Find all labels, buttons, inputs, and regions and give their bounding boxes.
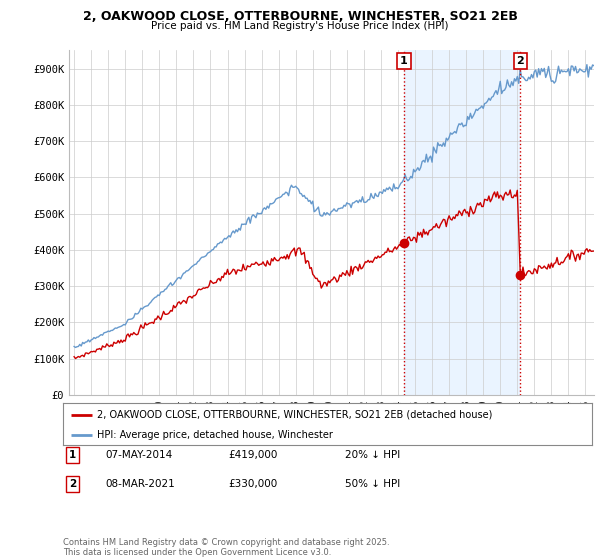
Text: Contains HM Land Registry data © Crown copyright and database right 2025.
This d: Contains HM Land Registry data © Crown c… <box>63 538 389 557</box>
Text: 2, OAKWOOD CLOSE, OTTERBOURNE, WINCHESTER, SO21 2EB: 2, OAKWOOD CLOSE, OTTERBOURNE, WINCHESTE… <box>83 10 517 23</box>
Text: 1: 1 <box>400 56 408 66</box>
Text: 2: 2 <box>517 56 524 66</box>
Text: 20% ↓ HPI: 20% ↓ HPI <box>345 450 400 460</box>
Text: 08-MAR-2021: 08-MAR-2021 <box>105 479 175 489</box>
Text: 07-MAY-2014: 07-MAY-2014 <box>105 450 172 460</box>
Text: £419,000: £419,000 <box>228 450 277 460</box>
Text: 2: 2 <box>69 479 76 489</box>
Text: £330,000: £330,000 <box>228 479 277 489</box>
Text: 1: 1 <box>69 450 76 460</box>
Bar <box>404 50 520 395</box>
Text: HPI: Average price, detached house, Winchester: HPI: Average price, detached house, Winc… <box>97 430 333 440</box>
Text: 50% ↓ HPI: 50% ↓ HPI <box>345 479 400 489</box>
Text: 2, OAKWOOD CLOSE, OTTERBOURNE, WINCHESTER, SO21 2EB (detached house): 2, OAKWOOD CLOSE, OTTERBOURNE, WINCHESTE… <box>97 410 493 420</box>
Text: Price paid vs. HM Land Registry's House Price Index (HPI): Price paid vs. HM Land Registry's House … <box>151 21 449 31</box>
